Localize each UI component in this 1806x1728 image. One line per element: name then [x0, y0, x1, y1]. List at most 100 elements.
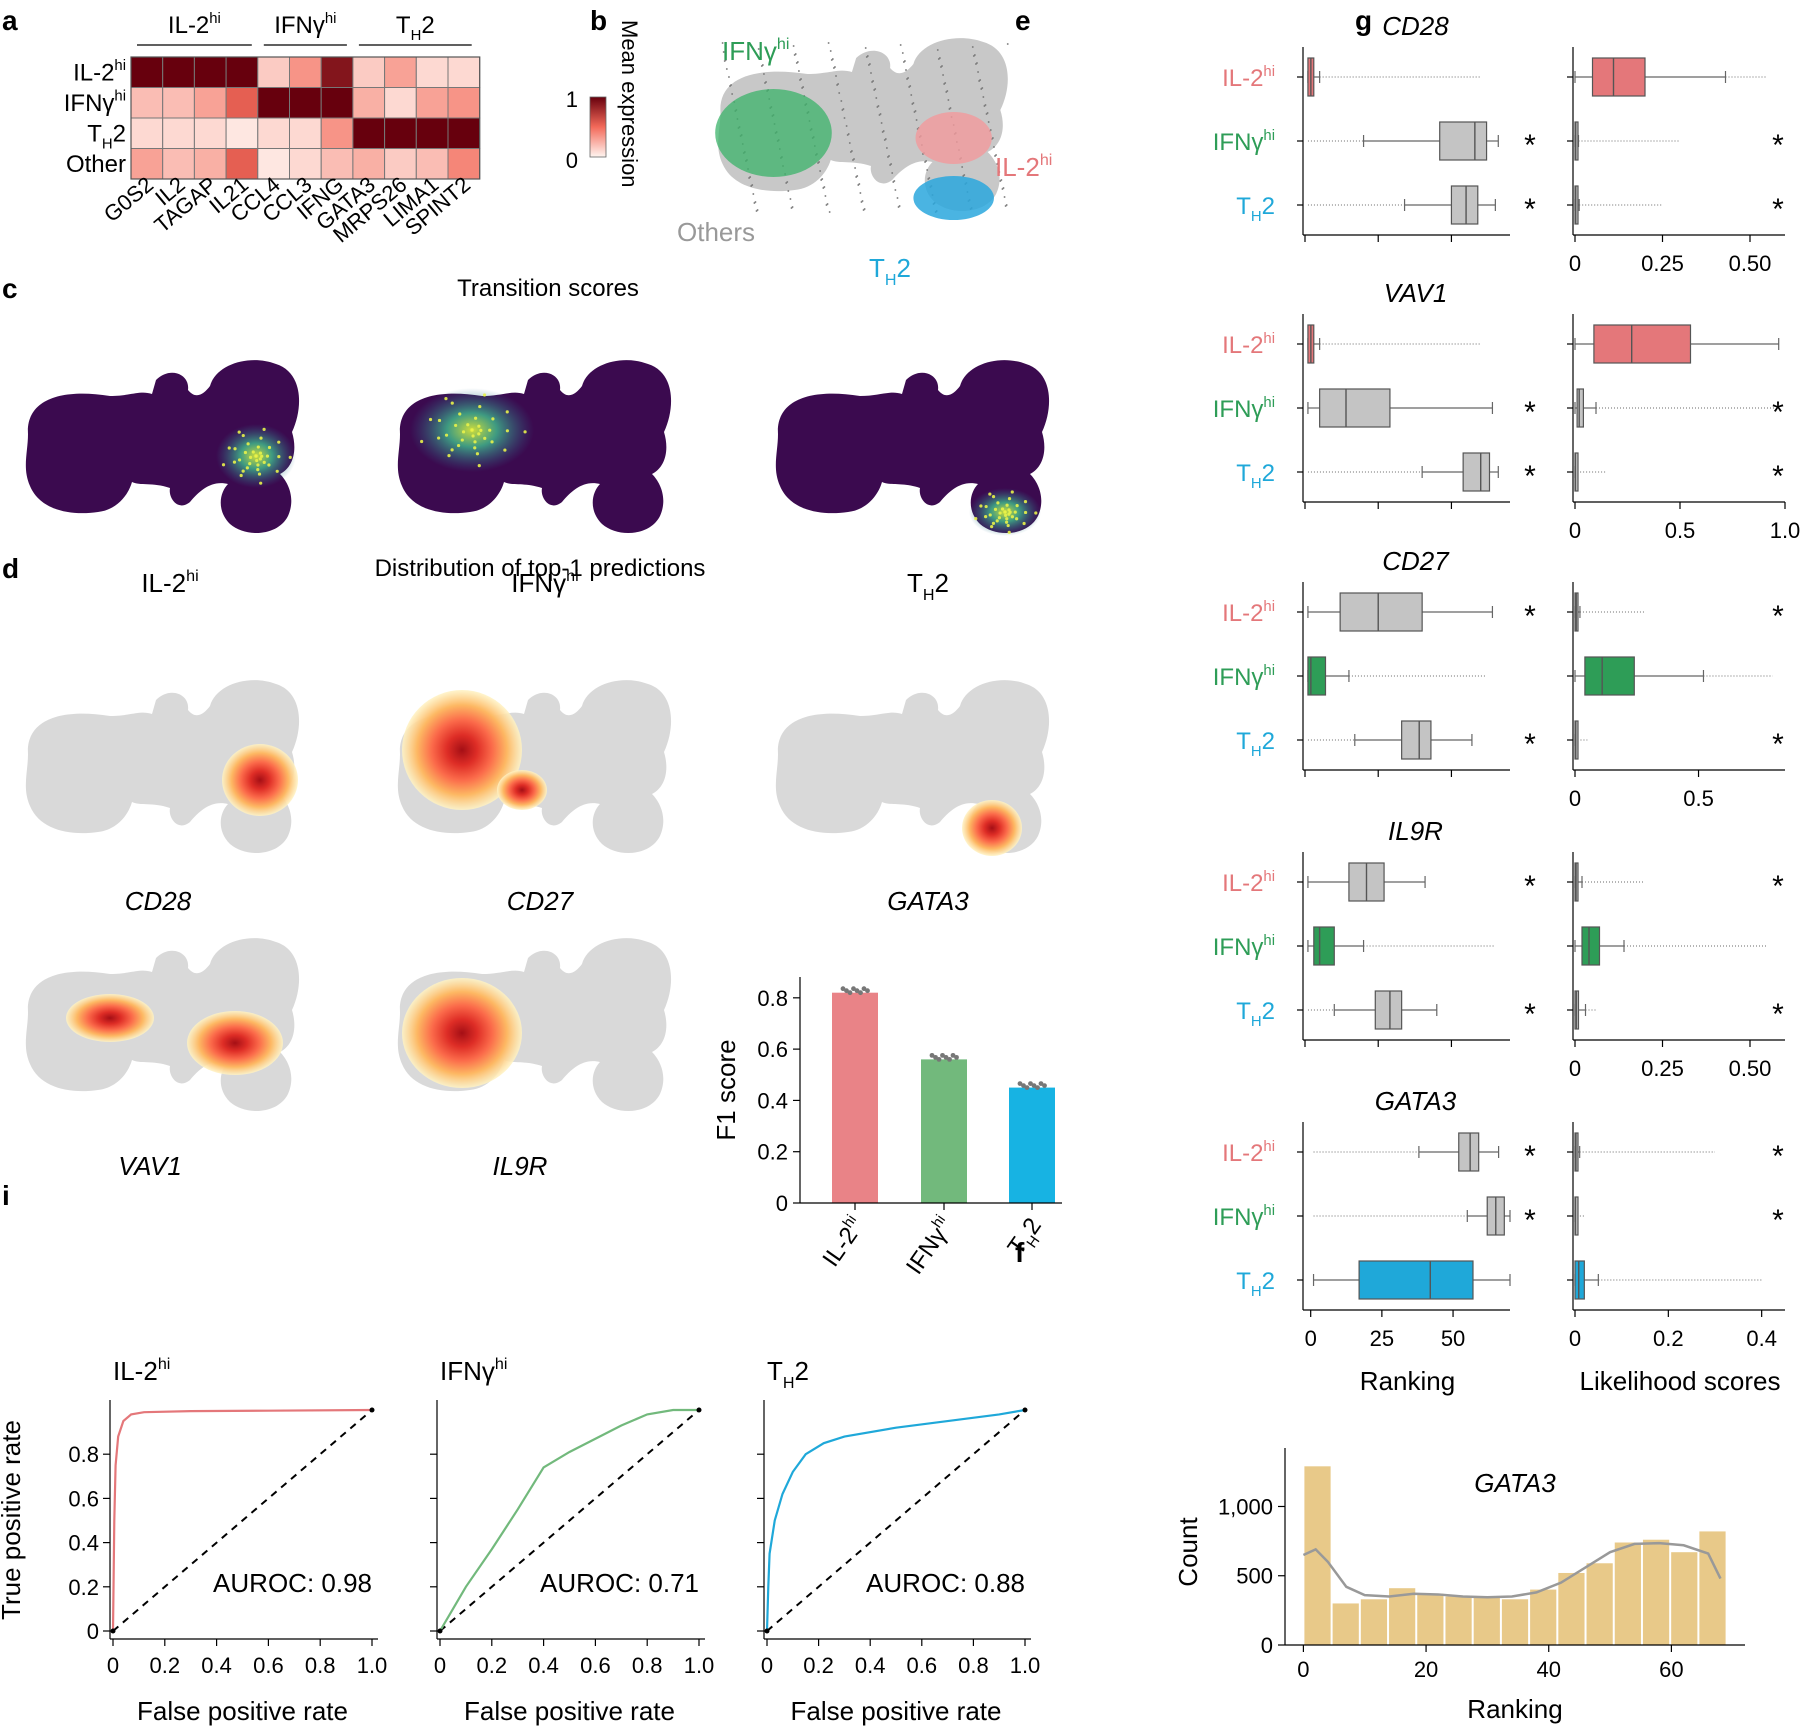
x-tick-label: 0.25 [1641, 1056, 1684, 1081]
replicate-point [1028, 1081, 1033, 1086]
hotspot-point [974, 516, 978, 521]
y-tick-label: 0 [776, 1191, 788, 1216]
histogram-bar [1530, 1589, 1557, 1645]
hotspot-point [1008, 510, 1012, 514]
hotspot-point [265, 454, 270, 458]
umap-point [722, 51, 725, 53]
hotspot-point [288, 455, 292, 459]
heatmap-cell [384, 56, 417, 88]
x-axis-label: Ranking [1467, 1694, 1562, 1724]
replicate-point [943, 1054, 949, 1060]
hotspot-point [458, 412, 462, 416]
hotspot-point [254, 454, 258, 458]
heatmap-cell [225, 117, 259, 149]
hotspot-point [523, 430, 527, 434]
significance-star: * [1772, 870, 1784, 903]
label-base: IFNγ [1213, 396, 1264, 423]
hotspot-point [477, 424, 481, 428]
heatmap-cell [415, 56, 449, 88]
significance-star: * [1772, 728, 1784, 761]
x-tick-label: 0.6 [580, 1653, 611, 1678]
replicate-point [844, 988, 849, 994]
x-tick-label: 0.4 [201, 1653, 232, 1678]
auroc-label: AUROC: 0.88 [866, 1568, 1025, 1598]
hotspot-point [245, 466, 249, 470]
kde-density [402, 690, 522, 810]
label-base: T [869, 253, 885, 283]
umap-point [887, 156, 889, 158]
umap-point [947, 99, 950, 101]
histogram-bar [1558, 1572, 1585, 1645]
hotspot-point [470, 428, 474, 432]
x-tick-label: IFNγhi [900, 1212, 959, 1279]
label-sup: hi [325, 11, 337, 27]
hotspot-point [991, 521, 996, 525]
label-tail: 2 [1262, 1268, 1275, 1295]
umap-point [982, 96, 985, 98]
roc-endpoint [696, 1407, 702, 1413]
replicate-point [940, 1052, 945, 1058]
hotspot-point [984, 504, 988, 509]
umap-point [875, 97, 878, 99]
label-base: T [1236, 1268, 1251, 1295]
hotspot-point [258, 451, 263, 455]
heatmap-cell [447, 56, 481, 88]
box [1574, 1260, 1585, 1300]
umap-point [910, 94, 913, 96]
significance-star: * [1524, 193, 1536, 226]
label-base: IL-2 [1222, 1140, 1263, 1167]
hotspot-point [233, 447, 237, 451]
prediction-map [25, 938, 300, 1112]
y-tick-label: 0.2 [68, 1575, 99, 1600]
label-base: IFNγ [1213, 129, 1264, 156]
x-tick-label: 1.0 [357, 1653, 388, 1678]
box [1307, 656, 1327, 696]
hotspot-point [1007, 530, 1011, 534]
heatmap-cell [225, 87, 259, 119]
label-sup: hi [1263, 869, 1275, 885]
x-tick-label: 1.0 [684, 1653, 715, 1678]
umap-point [845, 125, 848, 127]
box [1581, 926, 1601, 966]
umap-point [819, 170, 822, 172]
histogram-bar [1473, 1596, 1500, 1645]
x-tick-label: 0 [1297, 1657, 1309, 1682]
prediction-map-label: GATA3 [887, 886, 969, 916]
hotspot-point [267, 463, 271, 467]
umap-point [762, 73, 765, 75]
group-row-label: IFNγhi [1213, 663, 1275, 691]
x-tick-label: 0 [107, 1653, 119, 1678]
hotspot-point [437, 418, 442, 423]
histogram-bar [1360, 1599, 1388, 1645]
hotspot-point [259, 436, 263, 440]
umap-point [841, 109, 844, 111]
umap-point [840, 100, 843, 102]
hotspot-point [237, 430, 241, 434]
box [1584, 656, 1635, 696]
histogram-bar [1586, 1563, 1613, 1645]
label-base: IFNγ [1213, 934, 1264, 961]
umap-point [760, 65, 763, 67]
hotspot-point [997, 516, 1001, 520]
umap-point [999, 180, 1002, 182]
umap-point [878, 114, 881, 116]
hotspot-point [260, 454, 264, 458]
umap-point [721, 42, 724, 44]
replicate-point [865, 988, 870, 994]
colorbar [589, 96, 607, 158]
hotspot-point [257, 472, 262, 476]
hotspot-point [248, 462, 252, 466]
y-tick-label: 0.2 [757, 1140, 788, 1165]
label-base: IL-2 [113, 1356, 158, 1386]
hotspot-point [1023, 510, 1028, 515]
umap-point [943, 83, 946, 85]
group-row-label: TH2 [1236, 460, 1275, 492]
umap-point [977, 71, 980, 73]
heatmap-cell [130, 56, 164, 88]
bar [1009, 1087, 1055, 1203]
hotspot-point [454, 423, 458, 428]
umap-point [848, 142, 851, 144]
hotspot-point [993, 507, 998, 511]
heatmap-cell [162, 56, 195, 88]
replicate-point [947, 1056, 952, 1062]
